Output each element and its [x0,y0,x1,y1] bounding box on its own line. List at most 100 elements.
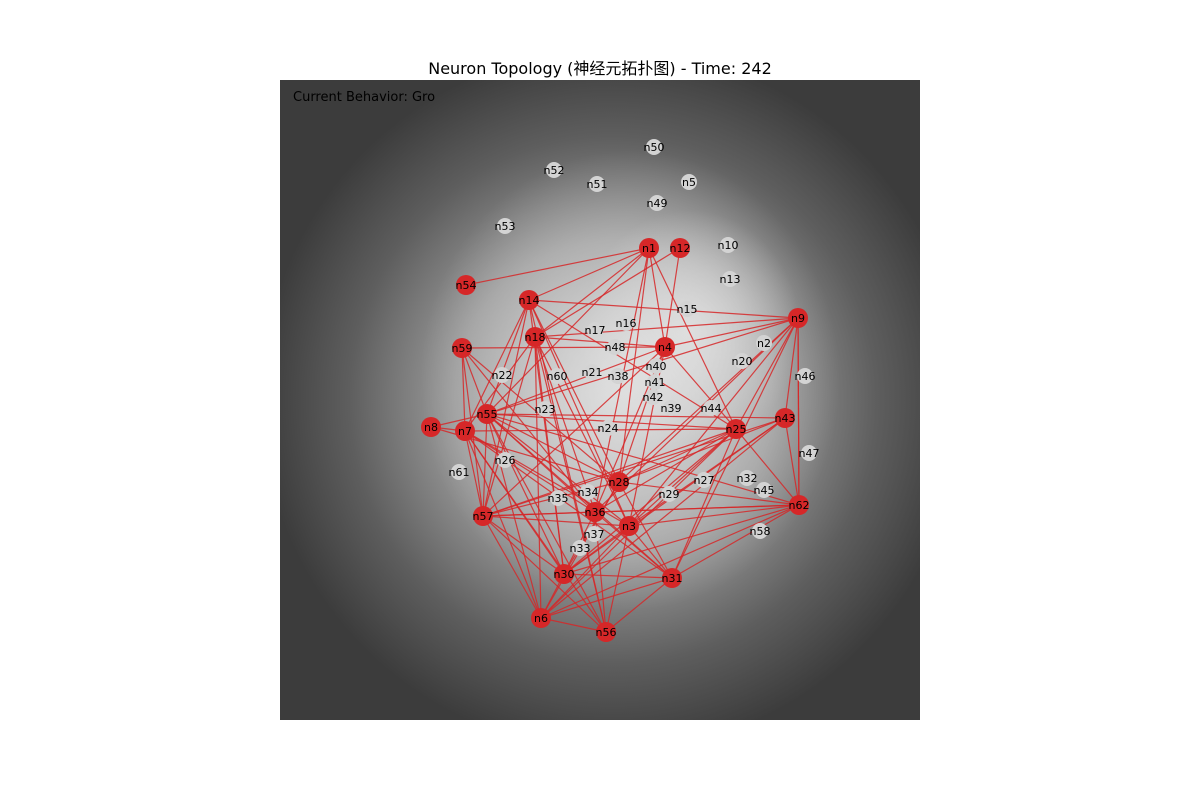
edge-n9-n55 [486,317,799,415]
edge-n25-n31 [671,428,737,579]
node-marker [788,308,808,328]
node-marker [648,358,664,374]
node-label: n52 [544,164,565,177]
node-n30: n30 [554,564,574,584]
node-n33: n33 [570,540,590,556]
node-marker [720,237,736,253]
node-label: n49 [647,197,668,210]
node-marker [670,238,690,258]
edge-n55-n43 [486,413,786,419]
node-n61: n61 [449,464,469,480]
node-label: n39 [661,402,682,415]
node-n41: n41 [645,374,666,390]
current-behavior-label: Current Behavior: Gro [293,90,436,105]
node-n3: n3 [619,516,639,536]
node-n4: n4 [655,337,675,357]
node-n46: n46 [795,368,815,384]
node-marker [619,516,639,536]
node-marker [609,472,629,492]
node-label: n4 [658,341,672,354]
node-n23: n23 [535,401,555,417]
node-label: n53 [495,220,516,233]
edge-n55-n56 [486,413,607,633]
node-label: n43 [775,412,796,425]
node-label: n36 [585,506,606,519]
node-label: n10 [718,239,739,252]
node-marker [554,564,574,584]
edge-n43-n62 [784,417,800,506]
node-label: n27 [694,474,715,487]
node-n50: n50 [644,139,664,155]
node-label: n59 [452,342,473,355]
node-n54: n54 [456,275,476,295]
edge-n55-n30 [486,413,565,575]
node-n40: n40 [646,358,666,374]
edge-n7-n6 [464,430,542,619]
node-label: n16 [616,317,637,330]
node-marker [679,301,695,317]
node-marker [452,338,472,358]
node-marker [497,452,513,468]
edge-n1-n55 [486,247,650,415]
node-n36: n36 [585,502,606,522]
node-marker [473,506,493,526]
node-marker [584,364,600,380]
node-marker [663,400,679,416]
edge-n25-n36 [594,428,737,513]
edge-n18-n9 [534,317,799,338]
node-n29: n29 [659,486,680,502]
node-label: n18 [525,331,546,344]
node-marker [739,470,755,486]
edge-n14-n7 [464,299,530,432]
node-label: n47 [799,447,820,460]
node-n34: n34 [578,484,598,500]
edge-n25-n30 [563,428,737,575]
node-label: n35 [548,492,569,505]
node-n38: n38 [608,368,628,384]
edge-n31-n6 [540,577,673,619]
node-marker [726,419,746,439]
edge-n4-n55 [486,346,666,415]
node-n1: n1 [639,238,659,258]
node-marker [580,484,596,500]
node-n35: n35 [548,490,569,506]
node-label: n5 [682,176,696,189]
node-label: n26 [495,454,516,467]
node-label: n29 [659,488,680,501]
node-marker [756,335,772,351]
node-n15: n15 [677,301,697,317]
node-label: n32 [737,472,758,485]
edge-n6-n56 [540,617,607,633]
node-marker [585,502,605,522]
node-marker [681,174,697,190]
edge-n28-n31 [618,481,673,579]
edge-n7-n36 [464,430,596,513]
node-label: n1 [642,242,656,255]
node-n32: n32 [737,470,758,486]
node-label: n41 [645,376,666,389]
node-n57: n57 [473,506,493,526]
edge-n25-n62 [735,428,800,506]
node-n60: n60 [547,368,567,384]
node-marker [703,400,719,416]
node-marker [546,162,562,178]
node-label: n14 [519,294,540,307]
node-marker [801,445,817,461]
node-label: n37 [584,528,605,541]
edge-n14-n55 [486,299,530,415]
node-marker [789,495,809,515]
node-marker [531,608,551,628]
node-marker [752,523,768,539]
node-label: n13 [720,273,741,286]
node-n13: n13 [720,271,741,287]
node-label: n22 [492,369,513,382]
edge-n14-n25 [528,299,737,430]
edge-n3-n31 [628,525,673,579]
node-marker [661,486,677,502]
edge-n55-n62 [486,413,800,506]
node-marker [734,353,750,369]
node-n58: n58 [750,523,770,539]
edge-n14-n9 [528,299,799,319]
node-n31: n31 [662,568,682,588]
node-n16: n16 [616,315,637,331]
